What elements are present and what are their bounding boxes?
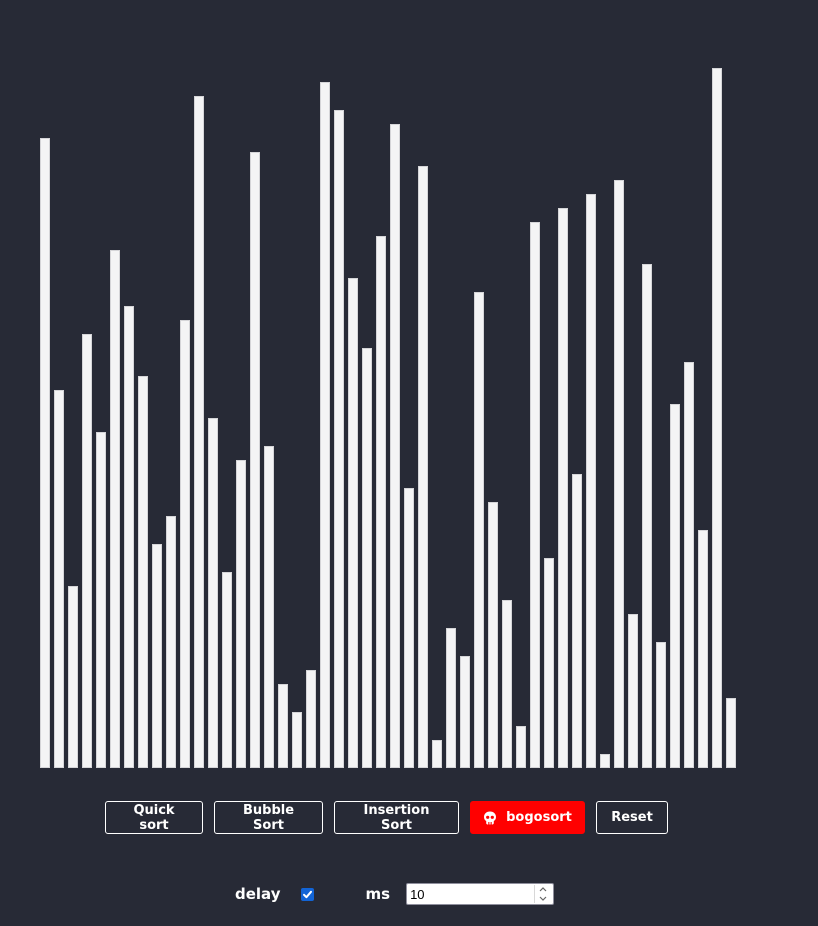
array-bar: [362, 348, 372, 768]
array-bar: [488, 502, 498, 768]
array-bar: [222, 572, 232, 768]
array-bar: [572, 474, 582, 768]
bogosort-label: bogosort: [506, 810, 572, 825]
checkmark-icon: [302, 890, 312, 898]
array-bar: [614, 180, 624, 768]
array-bar: [292, 712, 302, 768]
array-bar: [516, 726, 526, 768]
array-bar: [460, 656, 470, 768]
insertion-sort-button[interactable]: Insertion Sort: [334, 801, 459, 834]
chevron-down-icon[interactable]: [535, 894, 551, 903]
array-bar: [166, 516, 176, 768]
array-bar: [348, 278, 358, 768]
array-bar: [712, 68, 722, 768]
array-bar: [68, 586, 78, 768]
array-bar: [124, 306, 134, 768]
ms-label: ms: [365, 885, 391, 903]
array-bar: [530, 222, 540, 768]
array-bar: [726, 698, 736, 768]
array-bar: [684, 362, 694, 768]
array-bar: [110, 250, 120, 768]
quick-sort-button[interactable]: Quick sort: [105, 801, 203, 834]
array-bar: [628, 614, 638, 768]
delay-input[interactable]: 10: [406, 883, 555, 905]
delay-settings: delay ms 10: [235, 883, 555, 905]
array-bar: [558, 208, 568, 768]
array-bar: [320, 82, 330, 768]
array-bar: [670, 404, 680, 768]
array-bar: [236, 460, 246, 768]
delay-value: 10: [410, 886, 425, 902]
array-bar: [698, 530, 708, 768]
sort-controls: Quick sort Bubble Sort Insertion Sort bo…: [105, 801, 668, 834]
array-bar: [264, 446, 274, 768]
bogosort-button[interactable]: bogosort: [470, 801, 585, 834]
array-bar: [96, 432, 106, 768]
array-bar: [376, 236, 386, 768]
array-bar: [138, 376, 148, 768]
array-bar: [278, 684, 288, 768]
array-bar: [208, 418, 218, 768]
skull-icon: [483, 811, 497, 825]
array-bar: [250, 152, 260, 768]
array-bar: [432, 740, 442, 768]
reset-button[interactable]: Reset: [596, 801, 668, 834]
array-bar: [418, 166, 428, 768]
array-bar: [390, 124, 400, 768]
array-bar: [40, 138, 50, 768]
bubble-sort-button[interactable]: Bubble Sort: [214, 801, 323, 834]
array-bar: [404, 488, 414, 768]
array-bar: [642, 264, 652, 768]
array-bar: [82, 334, 92, 768]
array-bar: [54, 390, 64, 768]
array-bar: [600, 754, 610, 768]
number-spinner[interactable]: [534, 885, 551, 903]
delay-checkbox[interactable]: [300, 887, 314, 901]
array-bar: [180, 320, 190, 768]
array-bar: [334, 110, 344, 768]
array-bar: [656, 642, 666, 768]
chevron-up-icon[interactable]: [535, 885, 551, 894]
array-bar: [446, 628, 456, 768]
delay-label: delay: [235, 885, 281, 903]
array-bar: [194, 96, 204, 768]
array-bar: [306, 670, 316, 768]
array-bar: [586, 194, 596, 768]
array-bar: [502, 600, 512, 768]
array-bar: [474, 292, 484, 768]
array-bar: [152, 544, 162, 768]
array-bar: [544, 558, 554, 768]
